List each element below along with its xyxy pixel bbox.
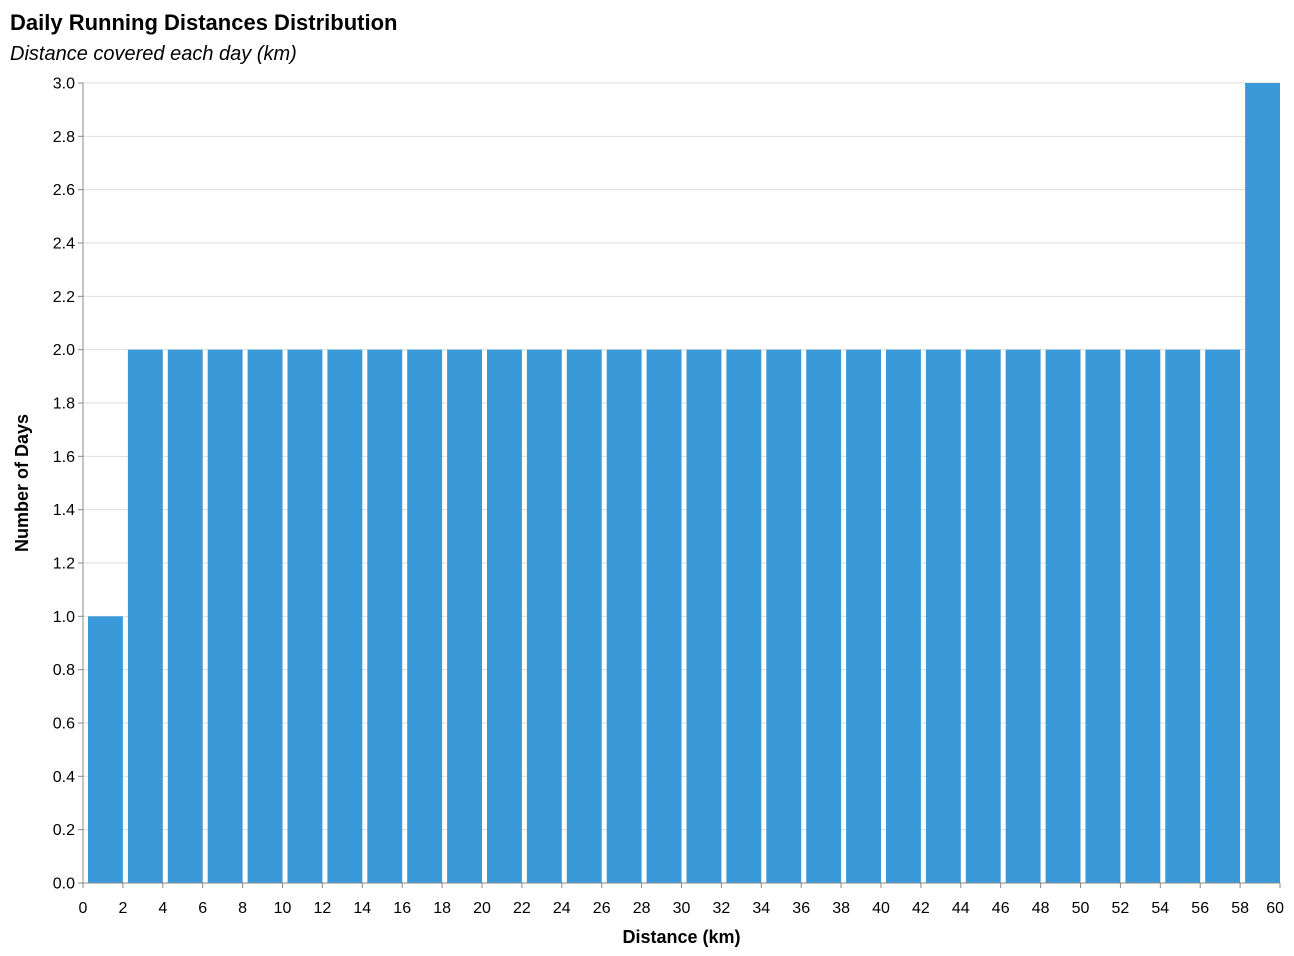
x-tick-label: 0	[79, 900, 88, 917]
x-tick-label: 16	[393, 900, 411, 917]
histogram-bar	[487, 349, 522, 884]
y-tick-label: 2.6	[53, 182, 75, 199]
histogram-bar	[726, 349, 762, 884]
chart-subtitle: Distance covered each day (km)	[10, 43, 297, 65]
histogram-bar	[526, 349, 562, 884]
histogram-bar	[766, 349, 802, 884]
x-tick-label: 54	[1151, 900, 1169, 917]
x-tick-label: 60	[1266, 900, 1284, 917]
y-tick-label: 1.2	[53, 556, 75, 573]
x-tick-label: 52	[1112, 900, 1130, 917]
y-tick-label: 1.4	[53, 502, 75, 519]
y-axis-title: Number of Days	[12, 414, 32, 552]
x-tick-label: 50	[1072, 900, 1090, 917]
histogram-bar	[686, 349, 722, 884]
x-tick-label: 34	[752, 900, 770, 917]
y-tick-label: 2.0	[53, 342, 75, 359]
y-tick-label: 0.6	[53, 716, 75, 733]
histogram-bar	[407, 349, 443, 884]
x-tick-label: 38	[832, 900, 850, 917]
x-tick-label: 56	[1191, 900, 1209, 917]
histogram-bar	[367, 349, 403, 884]
histogram-bar	[327, 349, 363, 884]
histogram-bar	[287, 349, 323, 884]
histogram-bar	[127, 349, 163, 884]
histogram-bar	[925, 349, 961, 884]
histogram-bar	[1205, 349, 1241, 884]
x-tick-label: 2	[118, 900, 127, 917]
bars	[88, 83, 1280, 884]
x-tick-label: 36	[792, 900, 810, 917]
x-tick-label: 12	[314, 900, 332, 917]
y-axis-ticks: 0.0 0.2 0.4 0.6 0.8 1.0 1.2 1.4 1.6 1.8 2.0 2.2 2.4 2…	[53, 76, 83, 893]
histogram-bar	[1125, 349, 1161, 884]
histogram-bar	[846, 349, 881, 884]
histogram-bar	[247, 349, 283, 884]
x-tick-label: 30	[673, 900, 691, 917]
histogram-bar	[1045, 349, 1081, 884]
x-tick-label: 44	[952, 900, 970, 917]
y-tick-label: 3.0	[53, 76, 75, 93]
histogram-bar	[207, 349, 243, 884]
y-tick-label: 1.6	[53, 449, 75, 466]
histogram-bar	[1245, 83, 1280, 883]
histogram-bar	[447, 349, 482, 884]
y-tick-label: 0.8	[53, 662, 75, 679]
y-tick-label: 2.8	[53, 129, 75, 146]
histogram-bar	[566, 349, 602, 884]
x-tick-label: 6	[198, 900, 207, 917]
histogram-bar	[886, 349, 921, 884]
histogram-bar	[1165, 349, 1201, 884]
x-tick-label: 18	[433, 900, 451, 917]
histogram-bar	[646, 349, 682, 884]
x-tick-label: 48	[1032, 900, 1050, 917]
histogram-bar	[167, 349, 203, 884]
histogram-bar	[1005, 349, 1041, 884]
x-tick-label: 42	[912, 900, 930, 917]
histogram-bar	[1085, 349, 1121, 884]
y-tick-label: 0.2	[53, 822, 75, 839]
histogram-bar	[606, 349, 642, 884]
x-tick-label: 22	[513, 900, 531, 917]
y-tick-label: 2.2	[53, 289, 75, 306]
x-axis-ticks: 0 2 4 6 8 10 12 14 16 18 20 22 24 26 28 30 32 34 36 38 40 42 4…	[79, 883, 1284, 917]
histogram-bar	[88, 616, 123, 883]
x-axis-title: Distance (km)	[622, 927, 740, 947]
x-tick-label: 32	[713, 900, 731, 917]
y-tick-label: 0.0	[53, 876, 75, 893]
x-tick-label: 40	[872, 900, 890, 917]
x-tick-label: 20	[473, 900, 491, 917]
chart-title: Daily Running Distances Distribution	[10, 10, 397, 35]
y-tick-label: 0.4	[53, 769, 75, 786]
x-tick-label: 26	[593, 900, 611, 917]
y-tick-label: 1.0	[53, 609, 75, 626]
x-tick-label: 14	[353, 900, 371, 917]
x-tick-label: 46	[992, 900, 1010, 917]
x-tick-label: 10	[274, 900, 292, 917]
y-tick-label: 1.8	[53, 396, 75, 413]
x-tick-label: 24	[553, 900, 571, 917]
x-tick-label: 4	[158, 900, 167, 917]
x-tick-label: 28	[633, 900, 651, 917]
x-tick-label: 58	[1231, 900, 1249, 917]
x-tick-label: 8	[238, 900, 247, 917]
histogram-bar	[965, 349, 1001, 884]
histogram-bar	[806, 349, 842, 884]
y-tick-label: 2.4	[53, 236, 75, 253]
